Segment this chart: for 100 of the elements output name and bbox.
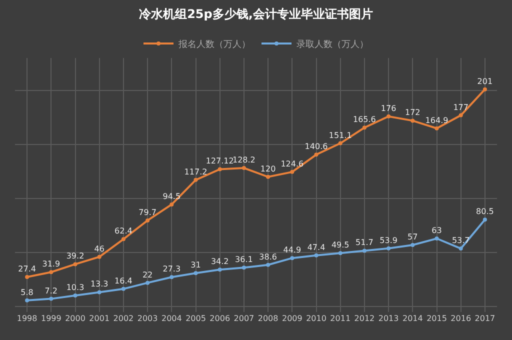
data-label: 44.9 [283, 246, 302, 255]
point [266, 174, 270, 179]
point [73, 293, 78, 298]
data-label: 165.6 [352, 115, 376, 124]
data-label: 39.2 [66, 252, 84, 261]
data-label: 38.6 [259, 252, 277, 262]
point [194, 271, 198, 276]
chart-title: 冷水机组25p多少钱,会计专业毕业证书图片 [139, 6, 373, 21]
data-label: 128.2 [232, 156, 256, 165]
point [434, 236, 439, 240]
point [97, 254, 102, 259]
point [338, 251, 342, 256]
point [314, 152, 318, 157]
x-tick-label: 2017 [474, 314, 496, 323]
data-label: 172 [405, 108, 420, 118]
data-label: 49.5 [331, 240, 350, 250]
point [386, 246, 391, 250]
x-tick-label: 1998 [16, 314, 38, 323]
data-label: 62.4 [114, 226, 132, 236]
point [314, 253, 318, 258]
x-tick-label: 2001 [89, 314, 110, 323]
data-label: 13.3 [90, 280, 108, 289]
point [242, 166, 246, 170]
point [290, 170, 294, 174]
x-tick-label: 2015 [426, 314, 447, 323]
x-tick-label: 2016 [450, 314, 472, 323]
x-tick-label: 2013 [378, 314, 399, 323]
data-label: 57 [408, 232, 418, 242]
data-label: 36.1 [235, 255, 253, 264]
data-label: 53.9 [380, 236, 398, 245]
data-label: 164.9 [425, 116, 448, 125]
point [362, 248, 366, 253]
data-label: 63 [432, 226, 442, 235]
data-label: 201 [477, 76, 493, 86]
data-label: 124.6 [280, 159, 304, 168]
x-tick-label: 2005 [186, 314, 206, 323]
data-label: 27.3 [162, 264, 181, 274]
point [73, 262, 78, 266]
data-label: 34.2 [210, 257, 229, 266]
data-label: 31.9 [42, 260, 60, 269]
point [290, 256, 294, 260]
data-label: 80.5 [476, 207, 494, 216]
x-tick-label: 2006 [210, 314, 230, 323]
point [170, 275, 174, 280]
x-tick-label: 2004 [161, 314, 182, 323]
data-label: 16.4 [114, 276, 132, 286]
point [49, 296, 54, 301]
x-tick-label: 2011 [330, 314, 351, 323]
point [410, 242, 415, 247]
data-label: 7.2 [44, 286, 58, 296]
data-label: 120 [260, 164, 276, 174]
x-tick-label: 1999 [40, 314, 62, 323]
data-label: 27.4 [18, 264, 36, 274]
point [386, 114, 391, 118]
x-tick-label: 2010 [306, 314, 326, 323]
data-label: 31 [190, 260, 201, 270]
data-label: 127.12 [206, 156, 234, 166]
point [194, 178, 198, 182]
point [121, 237, 126, 242]
legend-label: 报名人数（万人） [178, 39, 250, 50]
data-label: 177 [453, 102, 468, 112]
point [121, 286, 126, 291]
point [266, 262, 270, 267]
x-tick-label: 2009 [282, 314, 302, 323]
point [410, 118, 415, 123]
data-label: 176 [380, 104, 396, 113]
point [146, 218, 150, 222]
data-label: 51.7 [356, 238, 374, 248]
data-label: 10.3 [66, 282, 84, 292]
point [25, 298, 30, 302]
data-label: 5.8 [20, 288, 34, 297]
data-label: 94.5 [162, 192, 181, 201]
x-tick-label: 2012 [354, 314, 375, 323]
point [458, 246, 463, 251]
data-label: 117.2 [184, 167, 208, 176]
point [458, 113, 463, 118]
x-tick-label: 2014 [402, 314, 423, 323]
point [482, 218, 487, 222]
data-label: 22 [142, 270, 153, 280]
point [242, 266, 246, 270]
point [482, 87, 487, 92]
point [49, 270, 54, 274]
legend-label: 录取人数（万人） [296, 39, 368, 50]
point [146, 280, 150, 285]
data-label: 47.4 [307, 242, 326, 252]
x-tick-label: 2000 [65, 314, 86, 323]
point [170, 202, 174, 206]
point [25, 274, 30, 279]
data-label: 140.6 [304, 142, 328, 152]
point [218, 268, 222, 272]
data-label: 151.1 [328, 130, 352, 140]
point [218, 167, 222, 172]
point [434, 126, 439, 130]
data-label: 79.7 [138, 208, 156, 217]
x-tick-label: 2003 [137, 314, 158, 323]
data-label: 46 [94, 244, 104, 254]
x-tick-label: 2008 [258, 314, 278, 323]
x-tick-label: 2007 [234, 314, 254, 323]
point [97, 290, 102, 294]
point [338, 141, 342, 146]
